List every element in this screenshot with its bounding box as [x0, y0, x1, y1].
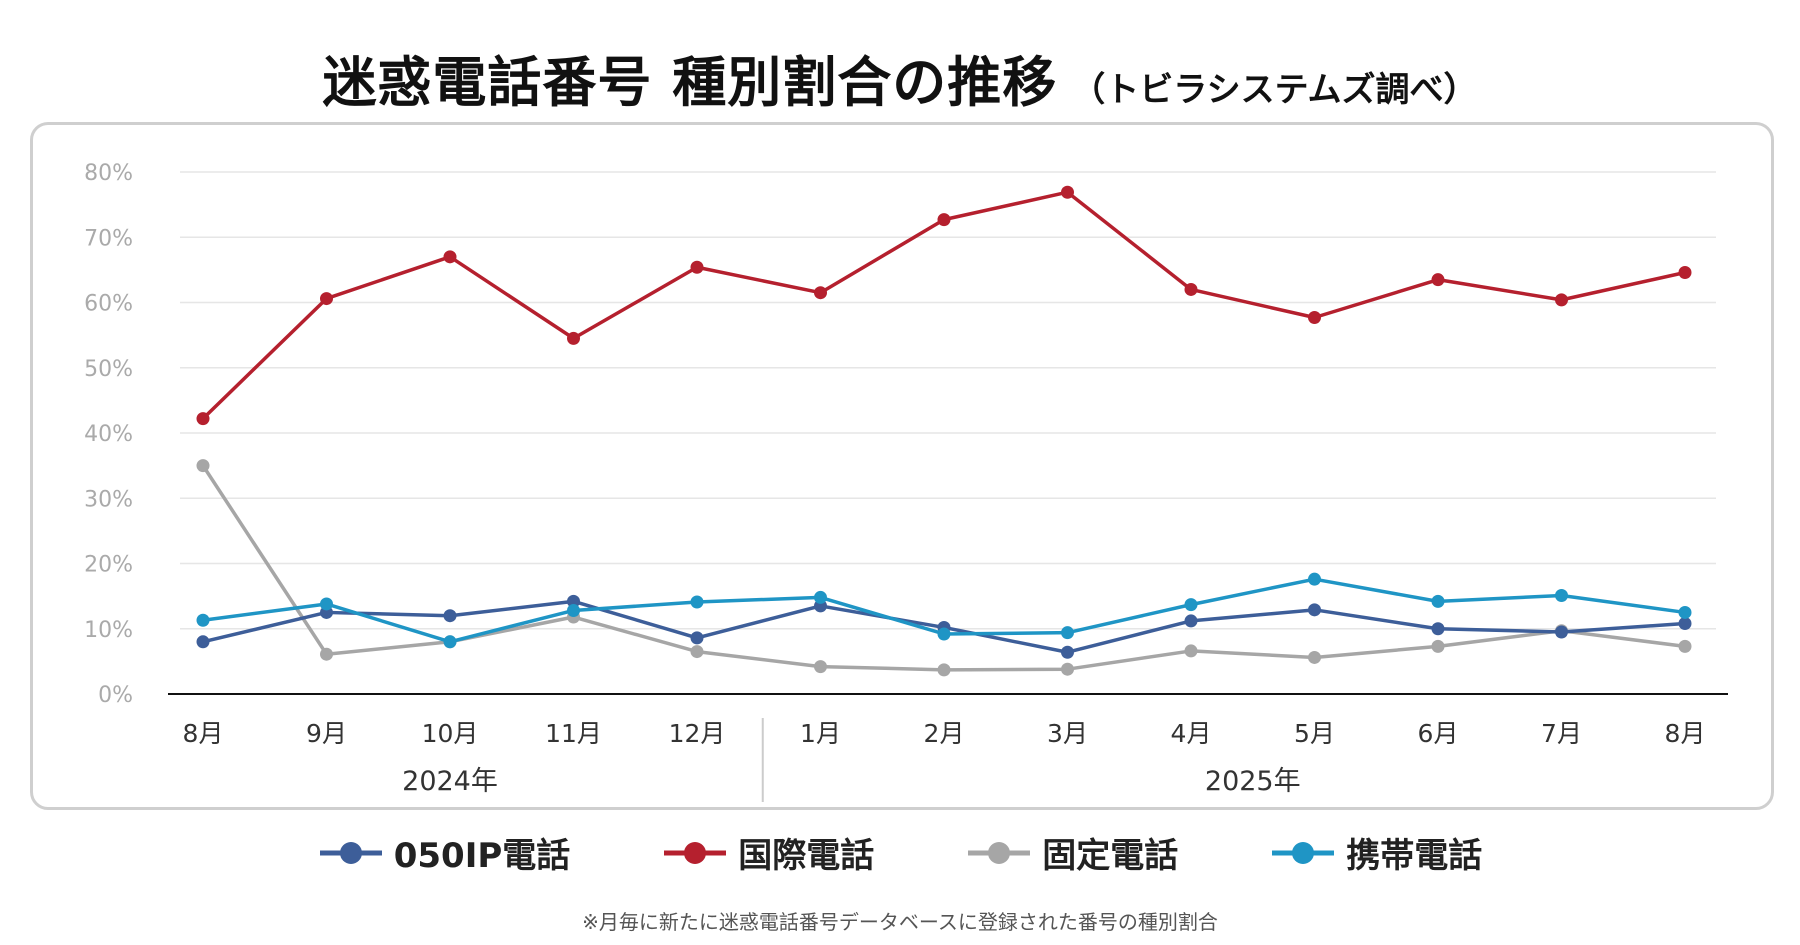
legend-item: 携帯電話: [1270, 828, 1482, 877]
y-tick-label: 50%: [84, 357, 133, 382]
x-tick-label: 4月: [1171, 719, 1212, 748]
legend-item: 050IP電話: [318, 828, 571, 877]
x-tick-label: 1月: [800, 719, 841, 748]
data-point: [196, 412, 210, 426]
data-point: [567, 594, 580, 608]
chart-title-sub: （トビラシステムズ調べ）: [1071, 70, 1478, 110]
y-tick-label: 80%: [84, 161, 133, 186]
data-point: [937, 663, 951, 677]
data-point: [1184, 598, 1198, 612]
data-point: [567, 603, 580, 617]
line-chart: 0% 10% 20% 30% 40% 50% 60% 70% 80% 8月 9月 10月 11月 12月 1…: [84, 161, 1728, 802]
data-point: [196, 635, 210, 649]
data-point: [443, 250, 457, 264]
year-label: 2025年: [1205, 766, 1301, 797]
legend-label: 050IP電話: [393, 836, 571, 876]
data-point: [1184, 282, 1198, 296]
y-tick-label: 0%: [98, 683, 133, 708]
data-point: [1431, 594, 1445, 608]
y-tick-label: 40%: [84, 422, 133, 447]
y-tick-label: 30%: [84, 487, 133, 512]
x-tick-label: 11月: [545, 719, 602, 748]
data-point: [937, 213, 951, 227]
x-tick-label: 8月: [183, 719, 224, 748]
legend-label: 携帯電話: [1346, 836, 1483, 876]
data-point: [196, 613, 210, 627]
data-point: [1431, 273, 1445, 287]
data-point: [1184, 644, 1198, 658]
data-point: [814, 286, 827, 300]
data-point: [690, 260, 704, 274]
legend-item: 国際電話: [662, 828, 874, 877]
legend-marker-icon: [1272, 841, 1335, 864]
data-point: [1555, 588, 1568, 602]
x-tick-label: 12月: [669, 719, 726, 748]
year-label: 2024年: [402, 766, 498, 797]
data-point: [1308, 311, 1321, 325]
data-point: [1431, 639, 1445, 653]
data-point: [1431, 622, 1445, 636]
legend-label: 固定電話: [1042, 836, 1179, 876]
x-tick-label: 3月: [1047, 719, 1088, 748]
chart-title-main: 迷惑電話番号 種別割合の推移: [322, 51, 1058, 114]
data-point: [1678, 617, 1692, 631]
data-point: [1678, 605, 1692, 619]
y-tick-label: 60%: [84, 292, 133, 317]
data-point: [1308, 650, 1321, 664]
data-point: [1308, 572, 1321, 586]
data-point: [690, 595, 704, 609]
data-point: [196, 459, 210, 473]
data-point: [1678, 639, 1692, 653]
x-tick-label: 6月: [1418, 719, 1459, 748]
data-point: [814, 590, 827, 604]
data-point: [1061, 662, 1074, 676]
x-tick-label: 7月: [1541, 719, 1582, 748]
x-tick-label: 8月: [1665, 719, 1706, 748]
x-tick-label: 5月: [1294, 719, 1335, 748]
footnote: ※月毎に新たに迷惑電話番号データベースに登録された番号の種別割合: [582, 910, 1218, 934]
data-point: [1184, 614, 1198, 628]
data-point: [814, 660, 827, 674]
data-point: [443, 635, 457, 649]
data-point: [320, 597, 333, 611]
y-tick-label: 20%: [84, 553, 133, 578]
data-point: [1555, 293, 1568, 307]
data-point: [690, 645, 704, 659]
x-tick-label: 10月: [422, 719, 479, 748]
data-point: [443, 609, 457, 623]
chart-legend: 050IP電話 国際電話 固定電話 携帯電話: [0, 828, 1800, 877]
data-point: [690, 631, 704, 645]
data-point: [1555, 625, 1568, 639]
data-point: [1061, 626, 1074, 640]
y-tick-label: 10%: [84, 618, 133, 643]
y-tick-label: 70%: [84, 226, 133, 251]
data-point: [937, 627, 951, 641]
legend-item: 固定電話: [966, 828, 1178, 877]
chart-title: 迷惑電話番号 種別割合の推移 （トビラシステムズ調べ）: [0, 38, 1800, 117]
legend-marker-icon: [968, 841, 1031, 864]
x-tick-label: 9月: [306, 719, 347, 748]
data-point: [320, 292, 333, 306]
legend-marker-icon: [664, 841, 727, 864]
series-line-1: [201, 190, 1686, 420]
legend-marker-icon: [319, 841, 382, 864]
data-point: [1061, 185, 1074, 199]
data-point: [1061, 645, 1074, 659]
data-point: [1678, 265, 1692, 279]
legend-label: 国際電話: [738, 836, 875, 876]
data-point: [1308, 603, 1321, 617]
data-point: [567, 331, 580, 345]
x-tick-label: 2月: [924, 719, 965, 748]
data-point: [320, 647, 333, 661]
